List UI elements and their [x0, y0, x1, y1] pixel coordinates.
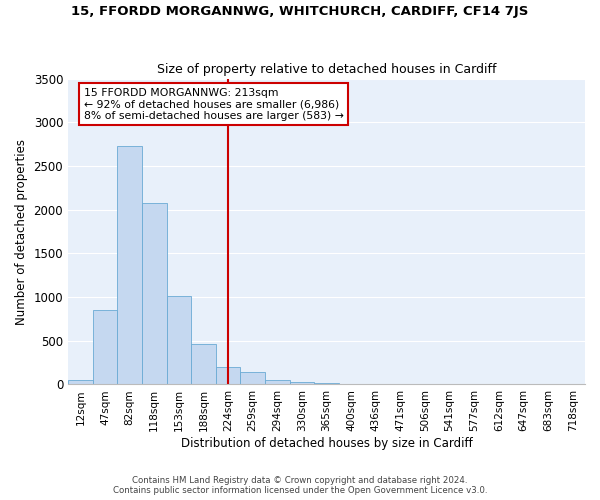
- Title: Size of property relative to detached houses in Cardiff: Size of property relative to detached ho…: [157, 63, 496, 76]
- Text: Contains HM Land Registry data © Crown copyright and database right 2024.
Contai: Contains HM Land Registry data © Crown c…: [113, 476, 487, 495]
- Bar: [290, 382, 314, 384]
- Bar: [68, 380, 92, 384]
- Bar: [142, 203, 167, 384]
- X-axis label: Distribution of detached houses by size in Cardiff: Distribution of detached houses by size …: [181, 437, 472, 450]
- Bar: [314, 382, 339, 384]
- Text: 15 FFORDD MORGANNWG: 213sqm
← 92% of detached houses are smaller (6,986)
8% of s: 15 FFORDD MORGANNWG: 213sqm ← 92% of det…: [83, 88, 343, 121]
- Y-axis label: Number of detached properties: Number of detached properties: [15, 138, 28, 324]
- Bar: [191, 344, 216, 385]
- Text: 15, FFORDD MORGANNWG, WHITCHURCH, CARDIFF, CF14 7JS: 15, FFORDD MORGANNWG, WHITCHURCH, CARDIF…: [71, 5, 529, 18]
- Bar: [167, 296, 191, 384]
- Bar: [241, 372, 265, 384]
- Bar: [216, 366, 241, 384]
- Bar: [265, 380, 290, 384]
- Bar: [92, 310, 117, 384]
- Bar: [117, 146, 142, 384]
